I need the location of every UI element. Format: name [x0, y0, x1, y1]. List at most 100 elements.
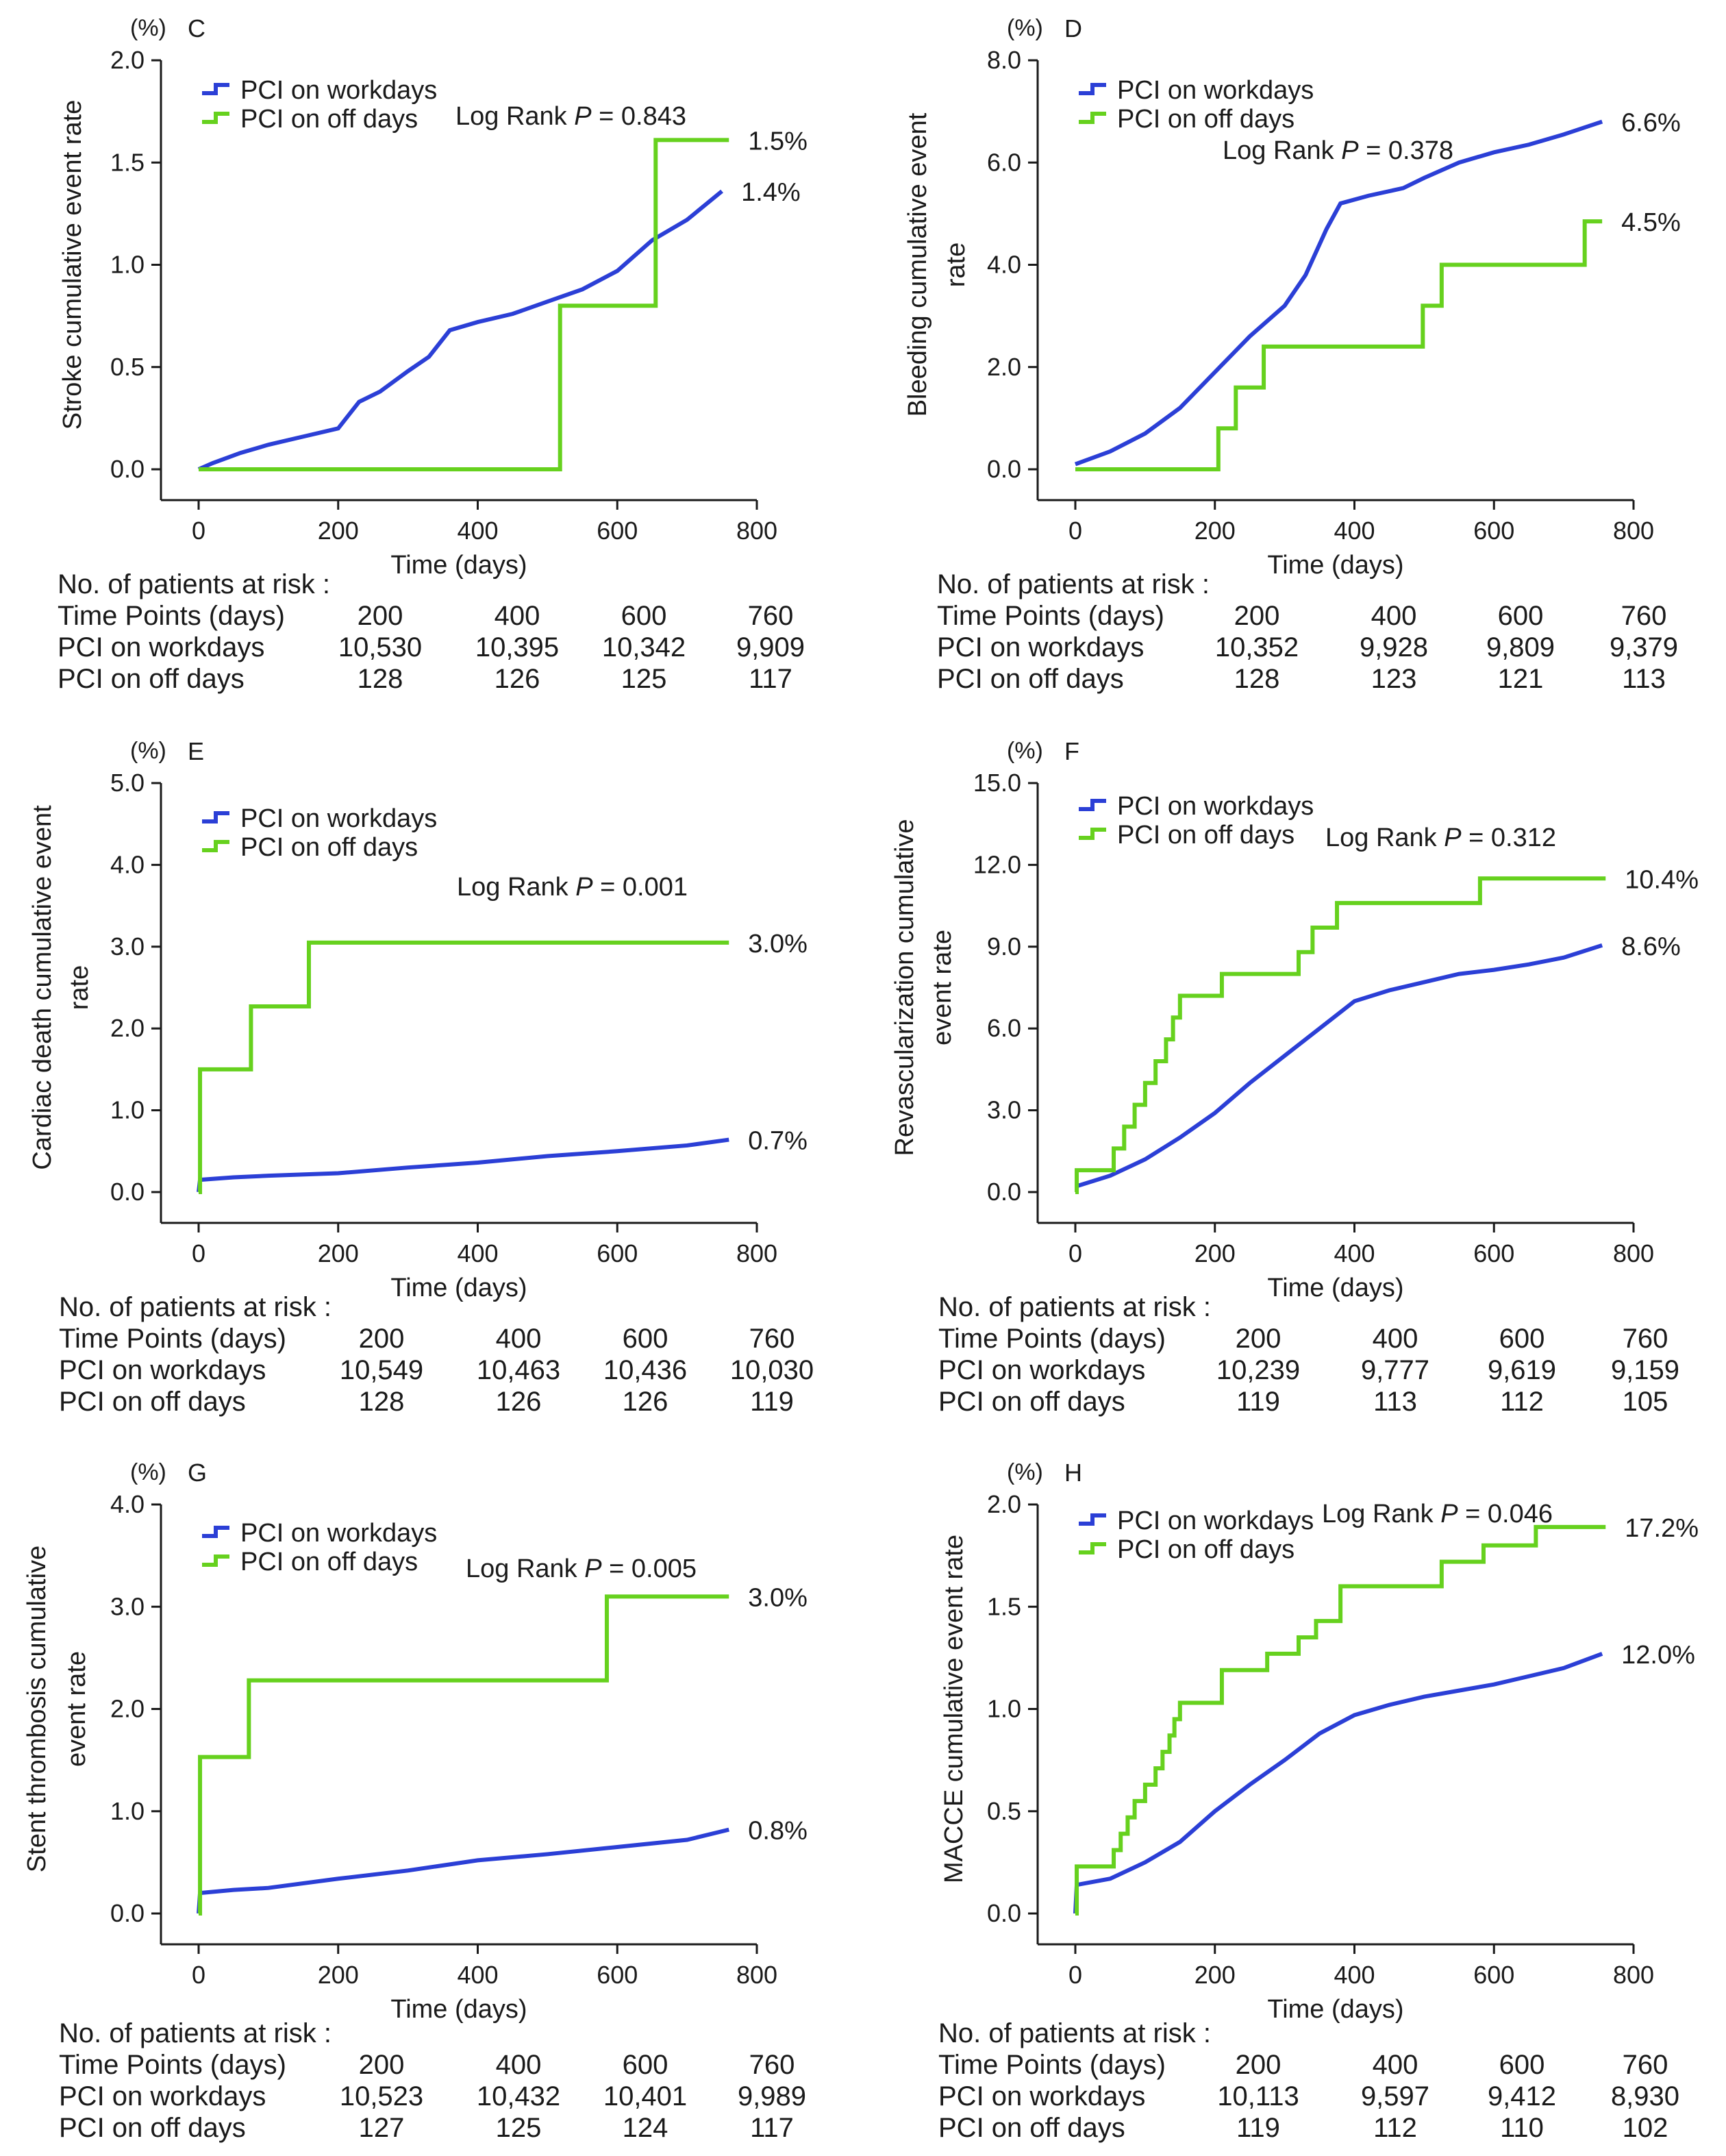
log-rank-part: = 0.312 [1462, 823, 1556, 852]
y-tick-label: 2.0 [110, 1695, 145, 1723]
series-line-offdays [1075, 876, 1606, 1194]
y-tick-label: 0.5 [110, 353, 145, 381]
y-axis-title-line2: rate [65, 965, 94, 1010]
risk-row-label: PCI on off days [938, 2113, 1125, 2143]
risk-time-point: 400 [496, 1324, 542, 1354]
y-tick-label: 1.5 [987, 1592, 1021, 1620]
log-rank-part: P [584, 1554, 602, 1583]
x-tick-label: 0 [1068, 517, 1082, 545]
risk-row-label: Time Points (days) [58, 601, 285, 631]
log-rank-label: Log Rank P = 0.005 [466, 1554, 697, 1583]
x-tick-label: 200 [1195, 1239, 1236, 1267]
log-rank-part: Log Rank [455, 102, 574, 131]
y-tick-label: 4.0 [987, 251, 1021, 279]
risk-cell: 123 [1371, 664, 1417, 694]
x-tick-label: 400 [1334, 1239, 1375, 1267]
y-tick-label: 2.0 [987, 1490, 1021, 1518]
log-rank-part: = 0.046 [1458, 1500, 1553, 1528]
risk-row-label: PCI on off days [58, 664, 245, 694]
risk-cell: 10,436 [603, 1355, 687, 1385]
panel-letter: G [188, 1459, 207, 1487]
x-tick-label: 200 [318, 1961, 359, 1989]
step-line-icon [202, 811, 229, 823]
y-unit-label: (%) [130, 738, 166, 764]
y-unit-label: (%) [130, 1459, 166, 1485]
y-tick-label: 1.0 [110, 1797, 145, 1825]
y-axis-title: Stent thrombosis cumulative [23, 1546, 51, 1872]
risk-cell: 9,412 [1488, 2081, 1556, 2111]
panel-e: 0.0 1.0 2.0 3.0 4.0 5.0 0 200 400 600 800 (%) E Time … [28, 737, 814, 1417]
risk-row-label: Time Points (days) [938, 2050, 1166, 2080]
log-rank-part: P [575, 873, 593, 902]
y-tick-label: 9.0 [987, 932, 1021, 961]
y-unit-label: (%) [1007, 1459, 1043, 1485]
risk-cell: 126 [623, 1387, 668, 1417]
risk-cell: 126 [496, 1387, 542, 1417]
risk-cell: 117 [749, 664, 792, 694]
risk-cell: 9,989 [738, 2081, 806, 2111]
risk-table-header: No. of patients at risk : [59, 1292, 332, 1322]
risk-cell: 10,549 [340, 1355, 423, 1385]
y-tick-label: 1.0 [110, 251, 145, 279]
x-tick-label: 600 [1473, 1239, 1514, 1267]
x-tick-label: 0 [192, 1961, 205, 1989]
log-rank-part: P [1444, 823, 1462, 852]
series-line-workdays [197, 1827, 729, 1914]
risk-row-label: Time Points (days) [59, 1324, 286, 1354]
x-tick-label: 200 [1195, 1961, 1236, 1989]
y-axis-title-line2: rate [942, 243, 971, 287]
x-tick-label: 600 [597, 1239, 638, 1267]
x-tick-label: 800 [1613, 517, 1654, 545]
risk-cell: 125 [496, 2113, 542, 2143]
step-line-icon [1079, 828, 1106, 840]
risk-time-point: 400 [1371, 601, 1417, 631]
y-tick-label: 4.0 [110, 850, 145, 878]
y-tick-label: 3.0 [110, 932, 145, 961]
y-tick-label: 1.5 [110, 148, 145, 176]
log-rank-part: = 0.005 [602, 1554, 697, 1583]
y-tick-label: 4.0 [110, 1490, 145, 1518]
x-axis-title: Time (days) [1267, 551, 1403, 580]
risk-cell: 117 [750, 2113, 794, 2143]
y-unit-label: (%) [1007, 738, 1043, 764]
risk-cell: 112 [1500, 1387, 1544, 1417]
series-line-workdays [1075, 943, 1603, 1189]
x-tick-label: 400 [457, 517, 498, 545]
series-line-workdays [197, 189, 723, 471]
risk-time-point: 760 [1623, 2050, 1668, 2080]
risk-time-point: 760 [748, 601, 794, 631]
log-rank-label: Log Rank P = 0.843 [455, 102, 686, 131]
step-line-icon [202, 840, 229, 852]
log-rank-part: Log Rank [1325, 823, 1444, 852]
x-tick-label: 800 [1613, 1239, 1654, 1267]
series-end-label: 6.6% [1621, 109, 1681, 138]
risk-time-point: 600 [623, 1324, 668, 1354]
risk-cell: 124 [623, 2113, 668, 2143]
log-rank-part: Log Rank [457, 873, 575, 902]
x-tick-label: 600 [597, 517, 638, 545]
y-tick-label: 6.0 [987, 1014, 1021, 1042]
risk-cell: 9,928 [1360, 632, 1428, 662]
x-axis-title: Time (days) [1267, 1995, 1403, 2024]
step-line-icon [1079, 1542, 1106, 1554]
step-line-icon [202, 1554, 229, 1567]
risk-cell: 9,619 [1488, 1355, 1556, 1385]
y-tick-label: 1.0 [110, 1096, 145, 1124]
risk-cell: 128 [1234, 664, 1280, 694]
step-line-icon [202, 1526, 229, 1538]
log-rank-label: Log Rank P = 0.312 [1325, 823, 1556, 852]
risk-row-label: Time Points (days) [937, 601, 1164, 631]
risk-cell: 10,352 [1215, 632, 1299, 662]
risk-cell: 125 [621, 664, 667, 694]
x-tick-label: 0 [192, 1239, 205, 1267]
risk-cell: 10,432 [477, 2081, 560, 2111]
risk-cell: 10,342 [602, 632, 686, 662]
risk-row-label: PCI on workdays [59, 2081, 266, 2111]
risk-cell: 9,809 [1486, 632, 1555, 662]
y-tick-label: 15.0 [973, 769, 1021, 797]
risk-time-point: 760 [749, 2050, 795, 2080]
panel-letter: C [188, 14, 205, 42]
x-tick-label: 600 [1473, 517, 1514, 545]
x-axis-title: Time (days) [390, 1995, 527, 2024]
